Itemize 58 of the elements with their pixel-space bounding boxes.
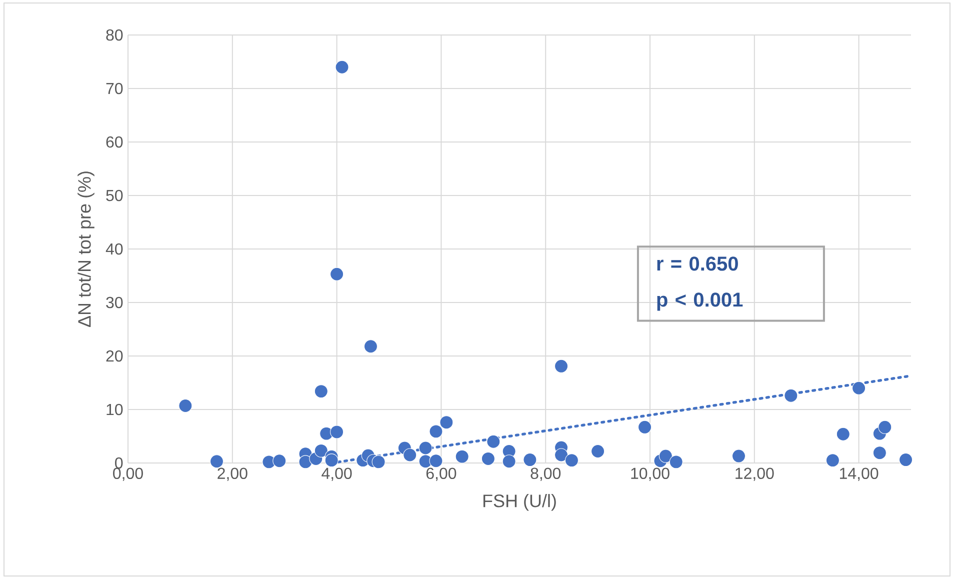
point <box>826 454 840 468</box>
point <box>523 453 537 467</box>
point <box>638 420 652 434</box>
point <box>314 384 328 398</box>
point <box>669 455 683 469</box>
point <box>324 454 338 468</box>
x-tick-label: 2,00 <box>218 468 248 481</box>
point <box>554 359 568 373</box>
point <box>486 434 500 448</box>
point <box>210 454 224 468</box>
point <box>330 425 344 439</box>
point <box>403 448 417 462</box>
y-tick-label: 70 <box>106 82 123 94</box>
point <box>502 454 516 468</box>
x-tick-label: 10,00 <box>631 468 670 481</box>
annotation: p < 0.001 <box>657 292 743 311</box>
annotation: r = 0.650 <box>657 256 738 271</box>
y-tick-label: 10 <box>106 404 123 416</box>
point <box>852 381 866 395</box>
y-axis-title: ΔN tot/N tot pre (%) <box>78 172 94 327</box>
point <box>899 453 913 467</box>
point <box>298 455 312 469</box>
x-tick-label: 12,00 <box>736 468 774 481</box>
point <box>658 449 672 463</box>
point <box>364 340 378 354</box>
point <box>481 452 495 466</box>
point <box>564 454 578 468</box>
point <box>178 398 192 413</box>
x-tick-label: 0,00 <box>113 468 143 481</box>
point <box>455 450 469 464</box>
y-tick-label: 40 <box>106 243 123 255</box>
x-tick-label: 6,00 <box>426 468 456 481</box>
point <box>554 448 568 462</box>
point <box>732 449 746 463</box>
point <box>418 441 432 455</box>
x-tick-label: 4,00 <box>322 468 352 481</box>
point <box>429 424 443 438</box>
point <box>335 60 349 74</box>
point <box>440 416 454 430</box>
x-tick-label: 8,00 <box>530 468 561 481</box>
y-tick-label: 60 <box>106 136 123 148</box>
y-tick-label: 30 <box>106 296 123 308</box>
x-tick-label: 14,00 <box>840 468 878 481</box>
point <box>878 420 892 434</box>
y-tick-label: 20 <box>106 350 123 362</box>
point <box>372 455 386 469</box>
point <box>429 454 443 468</box>
y-tick-label: 0 <box>115 457 123 469</box>
point <box>272 454 286 468</box>
point <box>591 444 605 458</box>
point <box>836 427 850 441</box>
y-tick-label: 80 <box>106 29 123 41</box>
point <box>784 388 798 402</box>
x-axis-title: FSH (U/l) <box>483 494 556 511</box>
point <box>330 267 344 281</box>
point <box>872 446 886 460</box>
y-tick-label: 50 <box>106 190 123 202</box>
point <box>314 444 328 458</box>
